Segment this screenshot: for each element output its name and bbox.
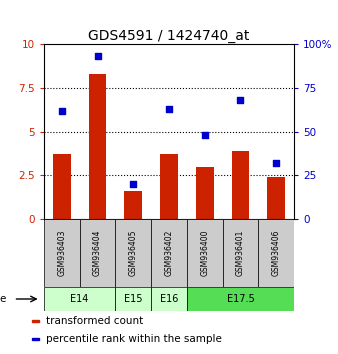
Point (95, 53, 100, 59)
Text: E17.5: E17.5 (226, 294, 254, 304)
Bar (232, 151, 249, 219)
Bar (53, 154, 71, 219)
Bar (115, 287, 151, 311)
Text: GSM936401: GSM936401 (236, 230, 245, 276)
Bar (160, 154, 178, 219)
Point (59, 108, 65, 113)
Bar (44, 287, 115, 311)
Text: GSM936404: GSM936404 (93, 230, 102, 276)
Text: age: age (0, 294, 7, 304)
Bar (258, 219, 294, 287)
Point (202, 132, 208, 138)
Bar (196, 166, 214, 219)
Text: GSM936406: GSM936406 (272, 230, 281, 276)
Bar (89, 74, 106, 219)
Bar (115, 219, 151, 287)
Title: GDS4591 / 1424740_at: GDS4591 / 1424740_at (88, 29, 250, 43)
Bar (151, 219, 187, 287)
Bar (267, 177, 285, 219)
Text: E16: E16 (160, 294, 178, 304)
Text: E14: E14 (71, 294, 89, 304)
Bar (151, 287, 187, 311)
Bar (44, 219, 80, 287)
Bar (32, 338, 39, 341)
Bar (80, 219, 115, 287)
Bar (32, 320, 39, 322)
Point (166, 106, 172, 112)
Point (273, 160, 279, 166)
Text: E15: E15 (124, 294, 143, 304)
Text: GSM936405: GSM936405 (129, 230, 138, 276)
Text: GSM936400: GSM936400 (200, 230, 209, 276)
Bar (187, 219, 223, 287)
Point (130, 181, 136, 187)
Point (238, 97, 243, 103)
Text: GSM936403: GSM936403 (57, 230, 66, 276)
Text: GSM936402: GSM936402 (165, 230, 173, 276)
Bar (124, 191, 142, 219)
Bar (223, 219, 258, 287)
Bar (187, 287, 294, 311)
Text: transformed count: transformed count (46, 316, 143, 326)
Text: percentile rank within the sample: percentile rank within the sample (46, 334, 222, 344)
